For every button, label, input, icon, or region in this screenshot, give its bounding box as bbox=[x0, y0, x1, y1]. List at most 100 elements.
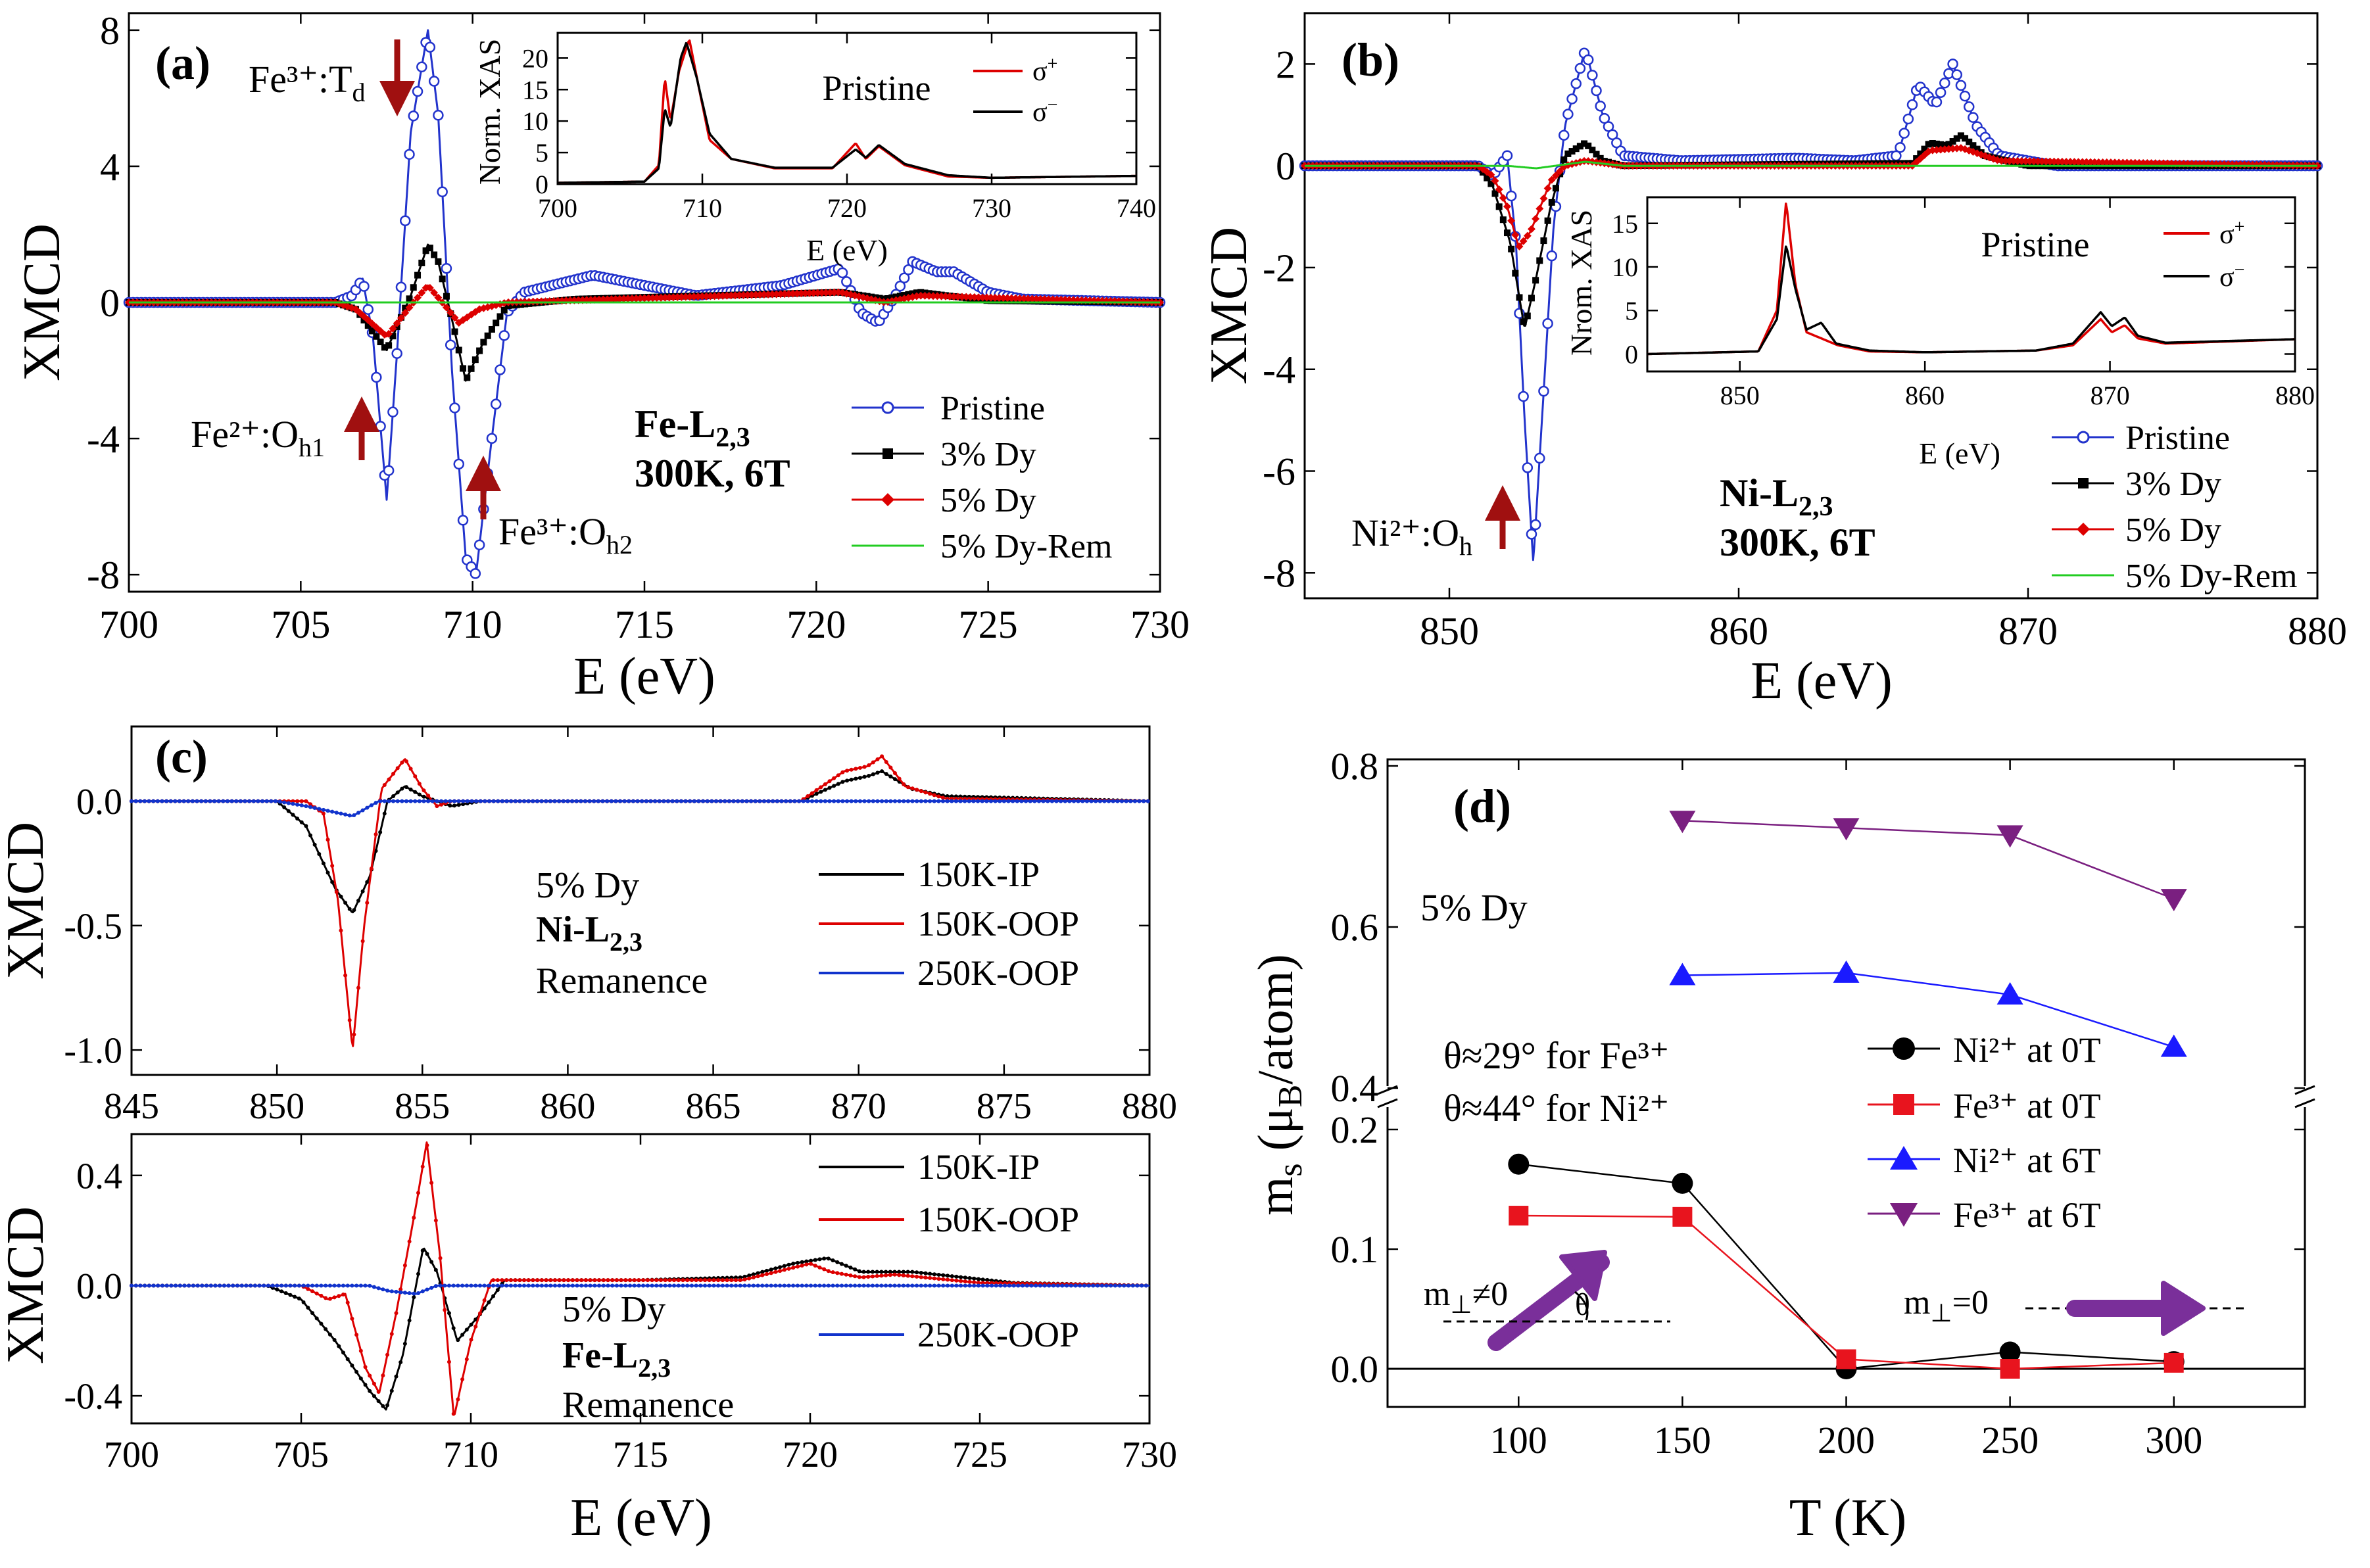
panel-d-ylabel: ms (μB/atom) bbox=[1248, 954, 1309, 1216]
series-marker bbox=[1518, 391, 1529, 402]
series-marker bbox=[893, 799, 897, 803]
series-marker bbox=[839, 1262, 844, 1266]
series-marker bbox=[727, 799, 731, 803]
series-marker bbox=[823, 782, 827, 786]
series-marker bbox=[854, 776, 858, 781]
series-marker bbox=[1523, 231, 1532, 240]
y-tick-label: -0.5 bbox=[64, 906, 122, 947]
series-marker bbox=[804, 1283, 809, 1288]
series-marker bbox=[332, 1283, 337, 1288]
series-marker bbox=[301, 1283, 306, 1288]
series-marker bbox=[925, 292, 933, 300]
panel-b-box-line2: 300K, 6T bbox=[1720, 521, 1875, 564]
y-tick-label: -1.0 bbox=[64, 1031, 122, 1072]
series-marker bbox=[1073, 1283, 1078, 1288]
series-marker bbox=[544, 1278, 548, 1283]
series-marker bbox=[756, 291, 764, 299]
series-marker bbox=[439, 799, 444, 803]
series-marker bbox=[1524, 312, 1531, 320]
series-marker bbox=[364, 322, 372, 329]
x-tick-label: 720 bbox=[827, 193, 867, 223]
series-marker bbox=[1597, 154, 1604, 162]
series-marker bbox=[644, 294, 653, 302]
series-marker bbox=[985, 1283, 990, 1288]
series-marker bbox=[468, 365, 475, 372]
x-tick-label: 870 bbox=[2091, 381, 2130, 410]
series-marker bbox=[451, 1283, 456, 1288]
series-marker bbox=[337, 1294, 341, 1298]
series-marker bbox=[731, 291, 739, 300]
series-marker bbox=[191, 1283, 195, 1288]
series-marker bbox=[672, 1283, 677, 1288]
series-marker bbox=[946, 292, 954, 300]
series-marker bbox=[138, 799, 143, 803]
series-marker bbox=[345, 1283, 350, 1288]
series-marker bbox=[449, 402, 460, 414]
series-marker bbox=[456, 1283, 460, 1288]
x-tick-label: 875 bbox=[977, 1086, 1032, 1127]
x-tick-label: 865 bbox=[686, 1086, 741, 1127]
series-marker bbox=[701, 799, 706, 803]
series-marker bbox=[174, 1283, 178, 1288]
series-marker bbox=[897, 799, 902, 803]
series-marker bbox=[637, 1278, 641, 1283]
series-marker bbox=[579, 799, 583, 803]
series-marker bbox=[2091, 158, 2099, 166]
series-marker bbox=[1126, 1283, 1131, 1288]
data-point bbox=[1508, 1153, 1530, 1175]
series-marker bbox=[756, 1271, 760, 1275]
series-marker bbox=[531, 1278, 535, 1283]
series-marker bbox=[1536, 257, 1543, 264]
series-marker bbox=[508, 1278, 513, 1283]
series-marker bbox=[980, 1281, 985, 1285]
series-marker bbox=[742, 1283, 747, 1288]
legend-b-pristine: Pristine bbox=[2125, 419, 2230, 457]
data-point bbox=[2000, 1359, 2020, 1379]
series-marker bbox=[461, 802, 466, 807]
series-marker bbox=[235, 1283, 239, 1288]
series-marker bbox=[1499, 216, 1507, 224]
panel-d-m-perp-nonzero: m⊥≠0 bbox=[1424, 1275, 1508, 1319]
series-marker bbox=[999, 294, 1007, 302]
series-marker bbox=[324, 1296, 328, 1300]
series-marker bbox=[405, 303, 414, 312]
series-marker bbox=[186, 799, 191, 803]
series-marker bbox=[310, 1289, 315, 1294]
series-marker bbox=[293, 1295, 297, 1299]
series-marker bbox=[979, 293, 987, 302]
series-marker bbox=[870, 1283, 875, 1288]
series-marker bbox=[416, 1191, 421, 1195]
series-marker bbox=[362, 304, 374, 315]
series-marker bbox=[888, 774, 893, 779]
series-marker bbox=[1538, 385, 1549, 397]
series-marker bbox=[619, 1278, 623, 1283]
series-marker bbox=[420, 1248, 425, 1253]
series-marker bbox=[482, 1283, 487, 1288]
y-tick-label: -0.4 bbox=[64, 1377, 122, 1417]
series-marker bbox=[399, 1287, 403, 1292]
series-marker bbox=[2042, 157, 2050, 166]
series-marker bbox=[412, 1295, 416, 1300]
series-marker bbox=[195, 799, 199, 803]
series-marker bbox=[455, 346, 462, 354]
series-marker bbox=[426, 245, 433, 252]
series-marker bbox=[2033, 157, 2042, 166]
series-marker bbox=[902, 782, 906, 787]
series-marker bbox=[685, 1278, 690, 1283]
series-marker bbox=[2005, 156, 2014, 165]
series-marker bbox=[2127, 158, 2135, 167]
series-marker bbox=[491, 1283, 496, 1288]
series-marker bbox=[892, 1283, 897, 1288]
series-marker bbox=[1532, 214, 1540, 223]
panel-c-top-legend: 150K-IP 150K-OOP 250K-OOP bbox=[819, 855, 1079, 993]
series-marker bbox=[776, 290, 785, 298]
series-marker bbox=[376, 1286, 381, 1291]
series-marker bbox=[358, 281, 370, 292]
series-marker bbox=[1003, 1283, 1007, 1288]
series-marker bbox=[395, 281, 407, 293]
series-marker bbox=[1495, 185, 1503, 194]
series-marker bbox=[698, 292, 706, 300]
series-marker bbox=[363, 1365, 368, 1369]
y-tick-label: 8 bbox=[100, 9, 120, 53]
series-marker bbox=[347, 813, 352, 818]
